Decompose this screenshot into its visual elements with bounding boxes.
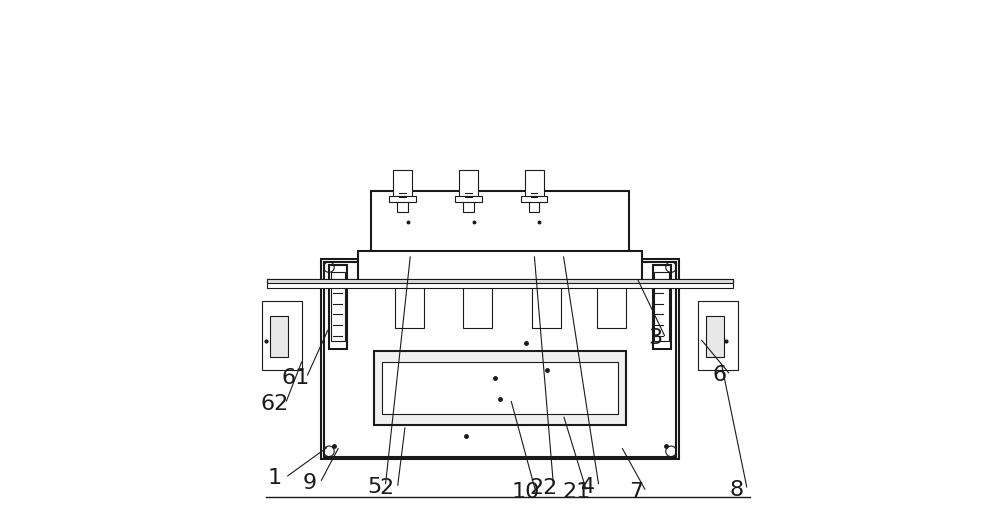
Text: 3: 3 [648,328,662,348]
Bar [463,283,492,327]
Bar [529,196,539,212]
Bar [267,279,733,288]
Text: 22: 22 [529,478,557,498]
Text: 7: 7 [629,482,643,502]
Bar [374,351,626,425]
Text: 10: 10 [511,482,539,502]
Text: 62: 62 [261,394,289,414]
Bar [262,302,302,370]
Bar [393,170,412,199]
Text: 2: 2 [380,478,394,498]
Bar [267,309,296,362]
Text: 61: 61 [282,368,310,388]
Bar [698,302,738,370]
Bar [267,279,733,283]
Bar [532,283,561,327]
Bar [371,191,629,259]
Text: 8: 8 [730,480,744,500]
Bar [321,259,679,459]
Bar [270,315,288,357]
Bar [653,264,671,349]
Text: 4: 4 [581,477,595,497]
Bar [597,283,626,327]
Bar [455,196,482,203]
Text: 21: 21 [562,482,590,502]
Bar [704,309,733,362]
Text: 6: 6 [713,365,727,385]
Bar [521,196,547,203]
Bar [329,264,347,349]
Text: 9: 9 [302,473,317,493]
Bar [463,196,474,212]
Bar [654,272,669,341]
Bar [397,196,408,212]
Text: 5: 5 [368,477,382,497]
Bar [389,196,416,203]
Bar [324,262,676,457]
Bar [459,170,478,199]
Bar [395,283,424,327]
Bar [525,170,544,199]
Text: 1: 1 [268,468,282,488]
Bar [706,315,724,357]
Bar [358,251,642,286]
Bar [382,362,618,415]
Bar [331,272,345,341]
